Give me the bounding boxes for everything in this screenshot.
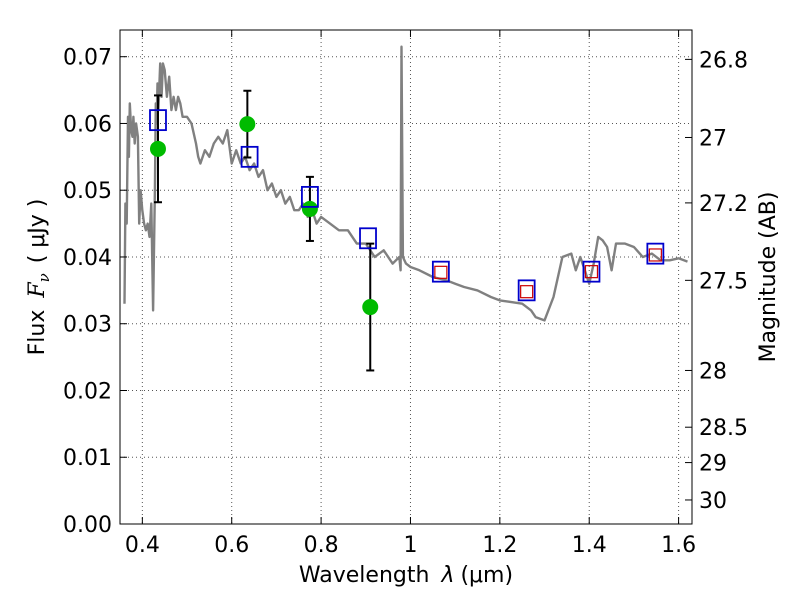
x-tick-label: 0.8 bbox=[304, 533, 339, 558]
x-tick-label: 1.2 bbox=[482, 533, 517, 558]
y-tick-label: 0.06 bbox=[63, 112, 112, 137]
y-tick-label: 0.00 bbox=[63, 513, 112, 538]
svg-text:FluxFν( μJy ): Flux Fν ( μJy ) bbox=[25, 199, 53, 356]
y-tick-label: 0.07 bbox=[63, 46, 112, 71]
model-flux-square-red bbox=[520, 285, 534, 299]
model-flux-square bbox=[240, 145, 259, 168]
plot-area bbox=[123, 45, 688, 372]
y-tick-label: 0.02 bbox=[63, 379, 112, 404]
sed-model-line bbox=[123, 45, 688, 322]
y-axis-title: Flux Fν ( μJy ) bbox=[25, 199, 53, 356]
y2-axis-title: Magnitude (AB) bbox=[756, 192, 781, 363]
x-tick-label: 0.4 bbox=[125, 533, 160, 558]
model-flux-square bbox=[301, 185, 319, 208]
y-tick-label: 0.03 bbox=[63, 313, 112, 338]
plot-frame bbox=[119, 29, 693, 525]
x-axis-symbol: λ bbox=[440, 563, 454, 588]
y2-tick-label: 28 bbox=[699, 359, 727, 384]
x-axis-title-text: Wavelength bbox=[299, 563, 430, 588]
x-tick-label: 1.4 bbox=[572, 533, 607, 558]
axis-ticks: 0.4 0.6 0.8 1 1.2 1.4 1.6 0.00 0.01 0.02 0.03 0.04 0… bbox=[63, 30, 748, 558]
y-tick-label: 0.01 bbox=[63, 446, 112, 471]
x-tick-label: 0.6 bbox=[214, 533, 249, 558]
model-flux-square-red bbox=[434, 265, 448, 279]
y2-tick-label: 26.8 bbox=[699, 48, 748, 73]
y-tick-label: 0.05 bbox=[63, 179, 112, 204]
y2-tick-label: 27 bbox=[699, 126, 727, 151]
y2-tick-label: 27.2 bbox=[699, 192, 748, 217]
y2-tick-label: 27.5 bbox=[699, 269, 748, 294]
y-axis-title-text: Flux bbox=[25, 310, 50, 356]
model-flux-square bbox=[517, 279, 536, 302]
x-tick-label: 1 bbox=[403, 533, 417, 558]
observed-flux-point bbox=[301, 200, 318, 217]
x-tick-label: 1.6 bbox=[661, 533, 696, 558]
x-axis-unit: (μm) bbox=[460, 563, 513, 588]
y2-tick-label: 30 bbox=[699, 489, 727, 514]
model-flux-square bbox=[149, 109, 167, 132]
y-axis-unit: ( μJy ) bbox=[25, 199, 50, 264]
observed-flux-point bbox=[362, 299, 379, 316]
y-tick-label: 0.04 bbox=[63, 246, 112, 271]
y2-axis-title-text: Magnitude (AB) bbox=[756, 192, 781, 363]
observed-flux-point bbox=[149, 140, 166, 157]
y2-tick-label: 29 bbox=[699, 452, 727, 477]
model-flux-square bbox=[646, 242, 665, 265]
y-axis-subscript: ν bbox=[35, 273, 53, 282]
model-flux-square-red bbox=[584, 265, 599, 279]
model-flux-square bbox=[359, 227, 377, 250]
model-flux-square bbox=[582, 260, 601, 283]
y-axis-symbol: F bbox=[25, 282, 50, 299]
model-flux-square bbox=[431, 260, 450, 283]
x-axis-title: Wavelength λ (μm) bbox=[299, 563, 513, 588]
observed-flux-point bbox=[239, 116, 256, 133]
model-flux-square-red bbox=[648, 248, 662, 262]
y2-tick-label: 28.5 bbox=[699, 416, 748, 441]
